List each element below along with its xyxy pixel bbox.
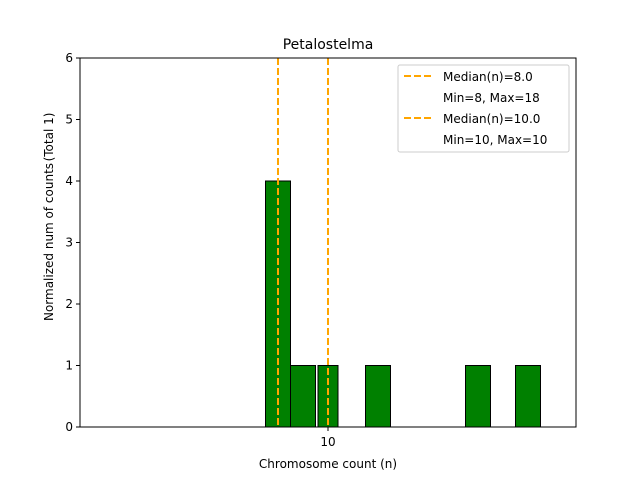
y-tick-label: 3 [65,236,73,250]
y-tick-label: 4 [65,174,73,188]
y-tick-label: 0 [65,420,73,434]
legend-box [397,64,570,153]
y-tick-label: 5 [65,113,73,127]
legend: Median(n)=8.0 Min=8, Max=18 Median(n)=10… [397,64,570,153]
y-axis-label-note: (Total 1) [42,113,56,162]
bar-1-2 [290,365,316,428]
y-tick-label: 1 [65,359,73,373]
bar-1-5 [515,365,541,428]
y-axis-label: Normalized num of counts [42,163,56,321]
y-tick-label: 2 [65,297,73,311]
legend-label-median-1: Median(n)=8.0 [443,70,533,84]
x-axis-label: Chromosome count (n) [259,457,397,471]
x-tick-label: 10 [320,435,335,449]
y-tick-label: 6 [65,51,73,65]
legend-label-median-2: Median(n)=10.0 [443,112,540,126]
chart-title: Petalostelma [283,37,374,53]
bar-1-3 [365,365,391,428]
bar-1-4 [465,365,491,428]
legend-label-range-2: Min=10, Max=10 [443,133,547,147]
legend-label-range-1: Min=8, Max=18 [443,91,540,105]
